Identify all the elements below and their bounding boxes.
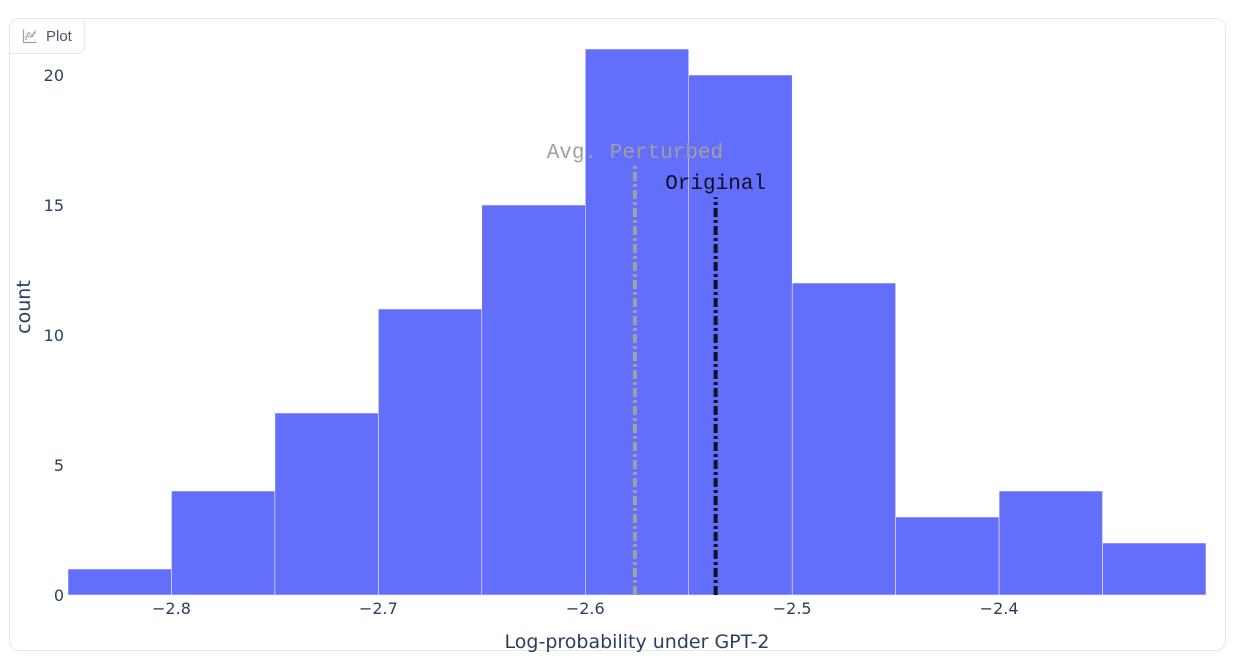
x-axis-title: Log-probability under GPT-2 xyxy=(505,631,770,653)
x-axis-ticks: −2.8 −2.7 −2.6 −2.5 −2.4 xyxy=(152,599,1018,618)
y-tick-label: 10 xyxy=(44,326,64,345)
x-tick-label: −2.6 xyxy=(566,599,605,618)
histogram-bar[interactable] xyxy=(998,490,1103,596)
histogram-bar[interactable] xyxy=(171,490,276,596)
histogram-bar[interactable] xyxy=(67,568,172,596)
y-tick-label: 20 xyxy=(44,66,64,85)
histogram-bars xyxy=(67,48,1207,596)
x-tick-label: −2.4 xyxy=(980,599,1019,618)
marker-label-avg-perturbed: Avg. Perturbed xyxy=(547,142,723,165)
y-axis-ticks: 0 5 10 15 20 xyxy=(44,66,64,605)
histogram-bar[interactable] xyxy=(585,48,689,596)
histogram-bar[interactable] xyxy=(481,204,586,596)
x-tick-label: −2.7 xyxy=(359,599,398,618)
plot-tab-label: Plot xyxy=(46,27,72,45)
x-tick-label: −2.8 xyxy=(152,599,191,618)
plot-tab[interactable]: Plot xyxy=(9,18,85,54)
histogram-bar[interactable] xyxy=(895,516,1000,596)
histogram-bar[interactable] xyxy=(274,412,379,596)
histogram-bar[interactable] xyxy=(791,282,896,596)
y-tick-label: 0 xyxy=(54,586,64,605)
marker-label-original: Original xyxy=(665,173,766,196)
vertical-markers: Avg. Perturbed Original xyxy=(547,142,766,595)
histogram-bar[interactable] xyxy=(378,308,483,596)
y-tick-label: 15 xyxy=(44,196,64,215)
x-tick-label: −2.5 xyxy=(773,599,812,618)
y-tick-label: 5 xyxy=(54,456,64,475)
y-axis-title: count xyxy=(13,280,35,334)
histogram-bar[interactable] xyxy=(688,74,793,596)
histogram-bar[interactable] xyxy=(1102,542,1207,596)
chart-icon xyxy=(22,28,38,44)
